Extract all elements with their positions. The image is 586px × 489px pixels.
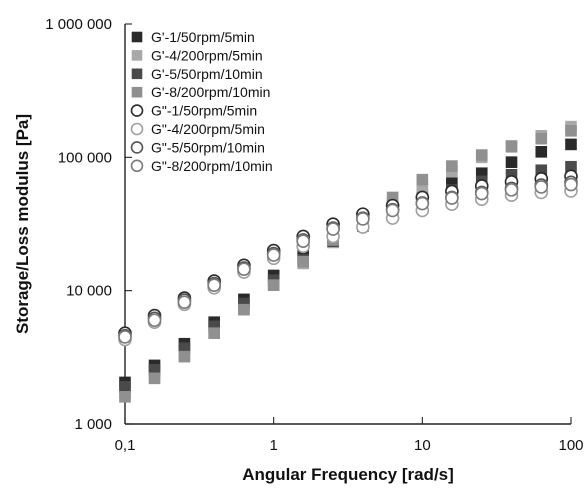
points-layer xyxy=(118,120,578,403)
legend-label: G'-8/200rpm/10min xyxy=(151,84,270,100)
x-tick-label: 0,1 xyxy=(115,437,136,454)
data-point-circle xyxy=(385,203,400,218)
data-point-square xyxy=(505,156,518,168)
data-point-square xyxy=(475,149,488,161)
data-point-circle xyxy=(266,248,281,262)
data-point-square xyxy=(208,327,220,339)
data-point-circle xyxy=(207,278,221,292)
series-g-8-200rpm-10min xyxy=(118,177,578,344)
data-point-circle xyxy=(534,180,549,194)
legend-symbol-square xyxy=(131,86,143,98)
data-point-circle xyxy=(326,222,340,236)
series-g-4-200rpm-5min xyxy=(118,184,578,347)
legend-symbol-circle xyxy=(130,104,144,117)
data-point-square xyxy=(535,146,548,158)
legend-label: G'-4/200rpm/5min xyxy=(151,47,263,63)
legend-symbol-square xyxy=(131,50,143,61)
legend: G'-1/50rpm/5min G'-4/200rpm/5min G'-5/50rp… xyxy=(130,29,273,174)
legend-label: G"-1/50rpm/5min xyxy=(151,103,257,119)
x-tick-label: 100 xyxy=(558,437,583,454)
data-point-square xyxy=(446,160,458,172)
data-point-circle xyxy=(415,196,430,211)
data-point-circle xyxy=(147,313,162,328)
series-g-8-200rpm-10min xyxy=(119,125,577,403)
data-point-circle xyxy=(474,186,489,201)
data-point-circle xyxy=(237,262,251,276)
legend-symbol-square xyxy=(131,68,143,80)
data-point-square xyxy=(119,390,131,403)
y-tick-label: 1 000 xyxy=(74,416,112,433)
data-point-square xyxy=(178,350,191,363)
legend-symbol-square xyxy=(131,31,143,43)
y-tick-label: 10 000 xyxy=(66,283,112,300)
legend-label: G'-5/50rpm/10min xyxy=(151,66,263,82)
legend-label: G'-1/50rpm/5min xyxy=(151,29,255,45)
data-point-square xyxy=(565,125,577,137)
axes-layer: Storage/Loss modulus [Pa] Angular Freque… xyxy=(13,24,571,484)
data-point-square xyxy=(565,138,577,151)
legend-label: G"-8/200rpm/10min xyxy=(151,158,273,174)
data-point-square xyxy=(535,132,548,145)
y-tick-label: 100 000 xyxy=(58,149,112,166)
data-point-square xyxy=(119,381,131,393)
legend-symbol-circle xyxy=(130,141,144,154)
data-point-circle xyxy=(504,183,519,197)
legend-symbol-circle xyxy=(130,159,144,173)
data-point-square xyxy=(267,279,280,291)
y-axis-title: Storage/Loss modulus [Pa] xyxy=(13,114,32,334)
data-point-circle xyxy=(445,191,459,205)
x-axis-title: Angular Frequency [rad/s] xyxy=(242,465,454,484)
data-point-square xyxy=(148,372,161,385)
legend-label: G"-4/200rpm/5min xyxy=(151,121,265,137)
x-tick-label: 1 xyxy=(269,437,277,454)
x-tick-label: 10 xyxy=(414,437,431,454)
data-point-square xyxy=(297,255,310,268)
y-tick-label: 1 000 000 xyxy=(45,16,112,33)
data-point-square xyxy=(238,303,250,316)
data-point-circle xyxy=(356,212,370,226)
legend-symbol-circle xyxy=(130,122,144,136)
data-point-circle xyxy=(118,330,132,344)
legend-label: G"-5/50rpm/10min xyxy=(151,139,265,155)
data-point-circle xyxy=(177,295,192,309)
data-point-circle xyxy=(296,234,311,248)
ticks-layer: 0,1 1 10 100 1 000 10 000 100 000 1 000 000 xyxy=(45,16,583,454)
data-point-square xyxy=(416,173,429,186)
data-point-square xyxy=(505,140,518,153)
data-point-circle xyxy=(564,177,578,192)
